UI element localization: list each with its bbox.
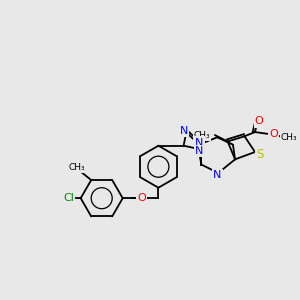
Text: O: O (255, 116, 263, 126)
Text: Cl: Cl (63, 193, 74, 203)
Text: S: S (256, 148, 264, 160)
Text: N: N (213, 170, 221, 180)
Text: CH₃: CH₃ (281, 133, 298, 142)
Text: O: O (269, 129, 278, 139)
Text: N: N (195, 146, 203, 156)
Text: N: N (195, 138, 204, 148)
Text: O: O (137, 193, 146, 203)
Text: N: N (180, 126, 188, 136)
Text: CH₃: CH₃ (68, 163, 85, 172)
Text: CH₃: CH₃ (194, 131, 210, 140)
